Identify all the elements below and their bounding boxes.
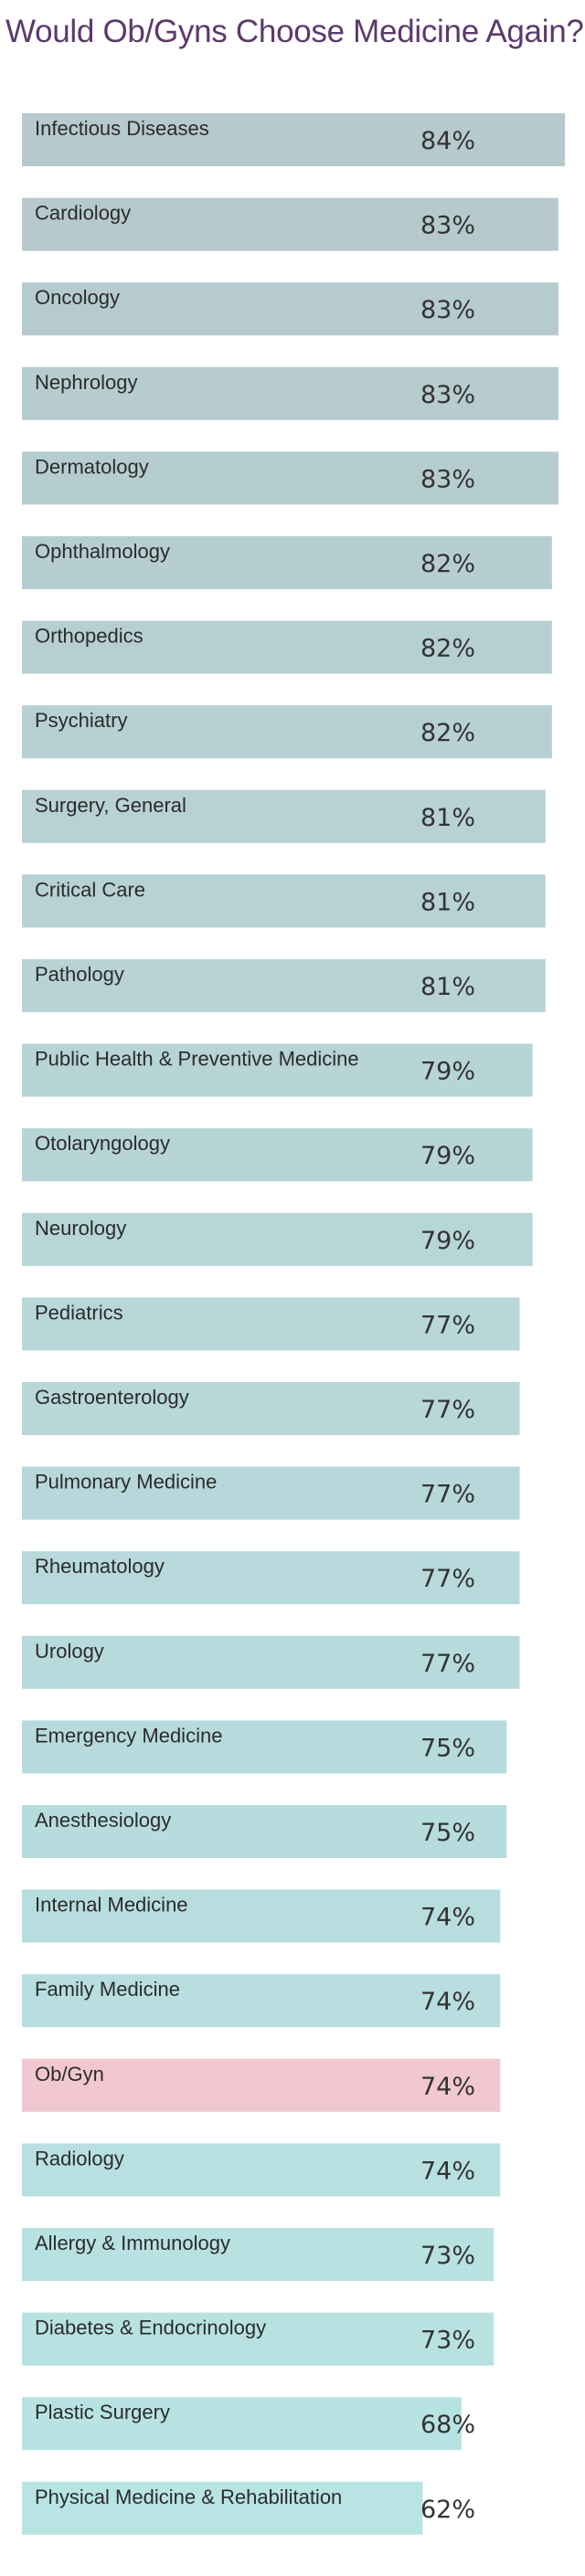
- bar-value-oncology: 83%: [420, 296, 475, 324]
- bar-neurology: [22, 1212, 533, 1266]
- bar-radiology: [22, 2143, 501, 2197]
- bar-value-cardiology: 83%: [420, 212, 475, 240]
- bar-label-neurology: Neurology: [35, 1217, 126, 1240]
- bar-ob-gyn: [22, 2058, 501, 2112]
- bar-value-ob-gyn: 74%: [420, 2073, 475, 2101]
- bar-anesthesiology: [22, 1805, 507, 1858]
- bar-label-rheumatology: Rheumatology: [35, 1555, 165, 1578]
- bar-label-critical-care: Critical Care: [35, 878, 145, 901]
- bar-psychiatry: [22, 705, 552, 759]
- bar-label-ob-gyn: Ob/Gyn: [35, 2063, 104, 2085]
- bar-value-gastroenterology: 77%: [420, 1396, 475, 1424]
- bar-value-diabetes-endocrinology: 73%: [420, 2327, 475, 2355]
- bar-value-critical-care: 81%: [420, 888, 475, 916]
- bar-label-psychiatry: Psychiatry: [35, 709, 127, 732]
- chart-title: Would Ob/Gyns Choose Medicine Again?: [5, 14, 584, 49]
- bar-ophthalmology: [22, 536, 552, 589]
- bar-value-orthopedics: 82%: [420, 635, 475, 663]
- bar-value-family-medicine: 74%: [420, 1988, 475, 2016]
- bar-label-pediatrics: Pediatrics: [35, 1301, 123, 1324]
- bar-value-surgery-general: 81%: [420, 804, 475, 832]
- bar-cardiology: [22, 197, 558, 251]
- bar-value-infectious-diseases: 84%: [420, 127, 475, 155]
- bar-value-pathology: 81%: [420, 973, 475, 1001]
- bar-nephrology: [22, 366, 558, 420]
- bar-infectious-diseases: [22, 113, 565, 166]
- bar-label-otolaryngology: Otolaryngology: [35, 1132, 170, 1155]
- bar-label-plastic-surgery: Plastic Surgery: [35, 2401, 170, 2423]
- bar-value-anesthesiology: 75%: [420, 1819, 475, 1847]
- bar-label-orthopedics: Orthopedics: [35, 625, 144, 648]
- bar-family-medicine: [22, 1974, 501, 2028]
- bars-group: Infectious Diseases 84% Cardiology 83% Oncol…: [22, 113, 565, 2535]
- bar-pathology: [22, 959, 546, 1012]
- bar-label-radiology: Radiology: [35, 2147, 124, 2170]
- bar-critical-care: [22, 874, 546, 928]
- bar-pulmonary-medicine: [22, 1466, 520, 1520]
- bar-value-internal-medicine: 74%: [420, 1904, 475, 1932]
- bar-label-ophthalmology: Ophthalmology: [35, 540, 170, 563]
- bar-value-physical-medicine-rehabilitation: 62%: [420, 2496, 475, 2524]
- bar-dermatology: [22, 451, 558, 505]
- bar-value-public-health-preventive-medicine: 79%: [420, 1058, 475, 1086]
- bar-value-plastic-surgery: 68%: [420, 2411, 475, 2439]
- bar-surgery-general: [22, 789, 546, 843]
- bar-label-oncology: Oncology: [35, 286, 120, 309]
- bar-label-infectious-diseases: Infectious Diseases: [35, 117, 209, 140]
- bar-orthopedics: [22, 620, 552, 674]
- bar-label-dermatology: Dermatology: [35, 455, 149, 478]
- bar-public-health-preventive-medicine: [22, 1043, 533, 1097]
- bar-value-pulmonary-medicine: 77%: [420, 1481, 475, 1509]
- bar-value-psychiatry: 82%: [420, 719, 475, 747]
- bar-label-surgery-general: Surgery, General: [35, 794, 186, 817]
- bar-rheumatology: [22, 1551, 520, 1605]
- bar-value-allergy-immunology: 73%: [420, 2242, 475, 2270]
- bar-label-urology: Urology: [35, 1640, 104, 1663]
- bar-plastic-surgery: [22, 2397, 462, 2451]
- bar-label-emergency-medicine: Emergency Medicine: [35, 1724, 222, 1747]
- bar-value-otolaryngology: 79%: [420, 1142, 475, 1170]
- bar-value-urology: 77%: [420, 1650, 475, 1678]
- bar-label-internal-medicine: Internal Medicine: [35, 1894, 188, 1916]
- bar-allergy-immunology: [22, 2228, 495, 2281]
- bar-value-emergency-medicine: 75%: [420, 1734, 475, 1762]
- bar-pediatrics: [22, 1297, 520, 1351]
- bar-value-pediatrics: 77%: [420, 1311, 475, 1339]
- bar-label-anesthesiology: Anesthesiology: [35, 1809, 171, 1832]
- bar-otolaryngology: [22, 1128, 533, 1182]
- bar-label-pathology: Pathology: [35, 963, 124, 986]
- bar-label-physical-medicine-rehabilitation: Physical Medicine & Rehabilitation: [35, 2486, 342, 2508]
- bar-oncology: [22, 282, 558, 336]
- bar-label-gastroenterology: Gastroenterology: [35, 1386, 189, 1409]
- bar-physical-medicine-rehabilitation: [22, 2481, 423, 2535]
- bar-value-neurology: 79%: [420, 1227, 475, 1255]
- bar-urology: [22, 1635, 520, 1689]
- bar-gastroenterology: [22, 1382, 520, 1435]
- bar-label-nephrology: Nephrology: [35, 371, 138, 394]
- bar-label-diabetes-endocrinology: Diabetes & Endocrinology: [35, 2317, 266, 2339]
- bar-label-family-medicine: Family Medicine: [35, 1978, 180, 2001]
- bar-emergency-medicine: [22, 1720, 507, 1774]
- bar-internal-medicine: [22, 1889, 501, 1943]
- bar-diabetes-endocrinology: [22, 2312, 495, 2366]
- bar-label-pulmonary-medicine: Pulmonary Medicine: [35, 1471, 217, 1494]
- bar-label-cardiology: Cardiology: [35, 202, 131, 225]
- bar-value-ophthalmology: 82%: [420, 550, 475, 578]
- bar-value-rheumatology: 77%: [420, 1565, 475, 1593]
- bar-value-nephrology: 83%: [420, 381, 475, 409]
- bar-value-radiology: 74%: [420, 2157, 475, 2185]
- bar-value-dermatology: 83%: [420, 465, 475, 493]
- bar-label-allergy-immunology: Allergy & Immunology: [35, 2232, 230, 2254]
- bar-label-public-health-preventive-medicine: Public Health & Preventive Medicine: [35, 1048, 359, 1071]
